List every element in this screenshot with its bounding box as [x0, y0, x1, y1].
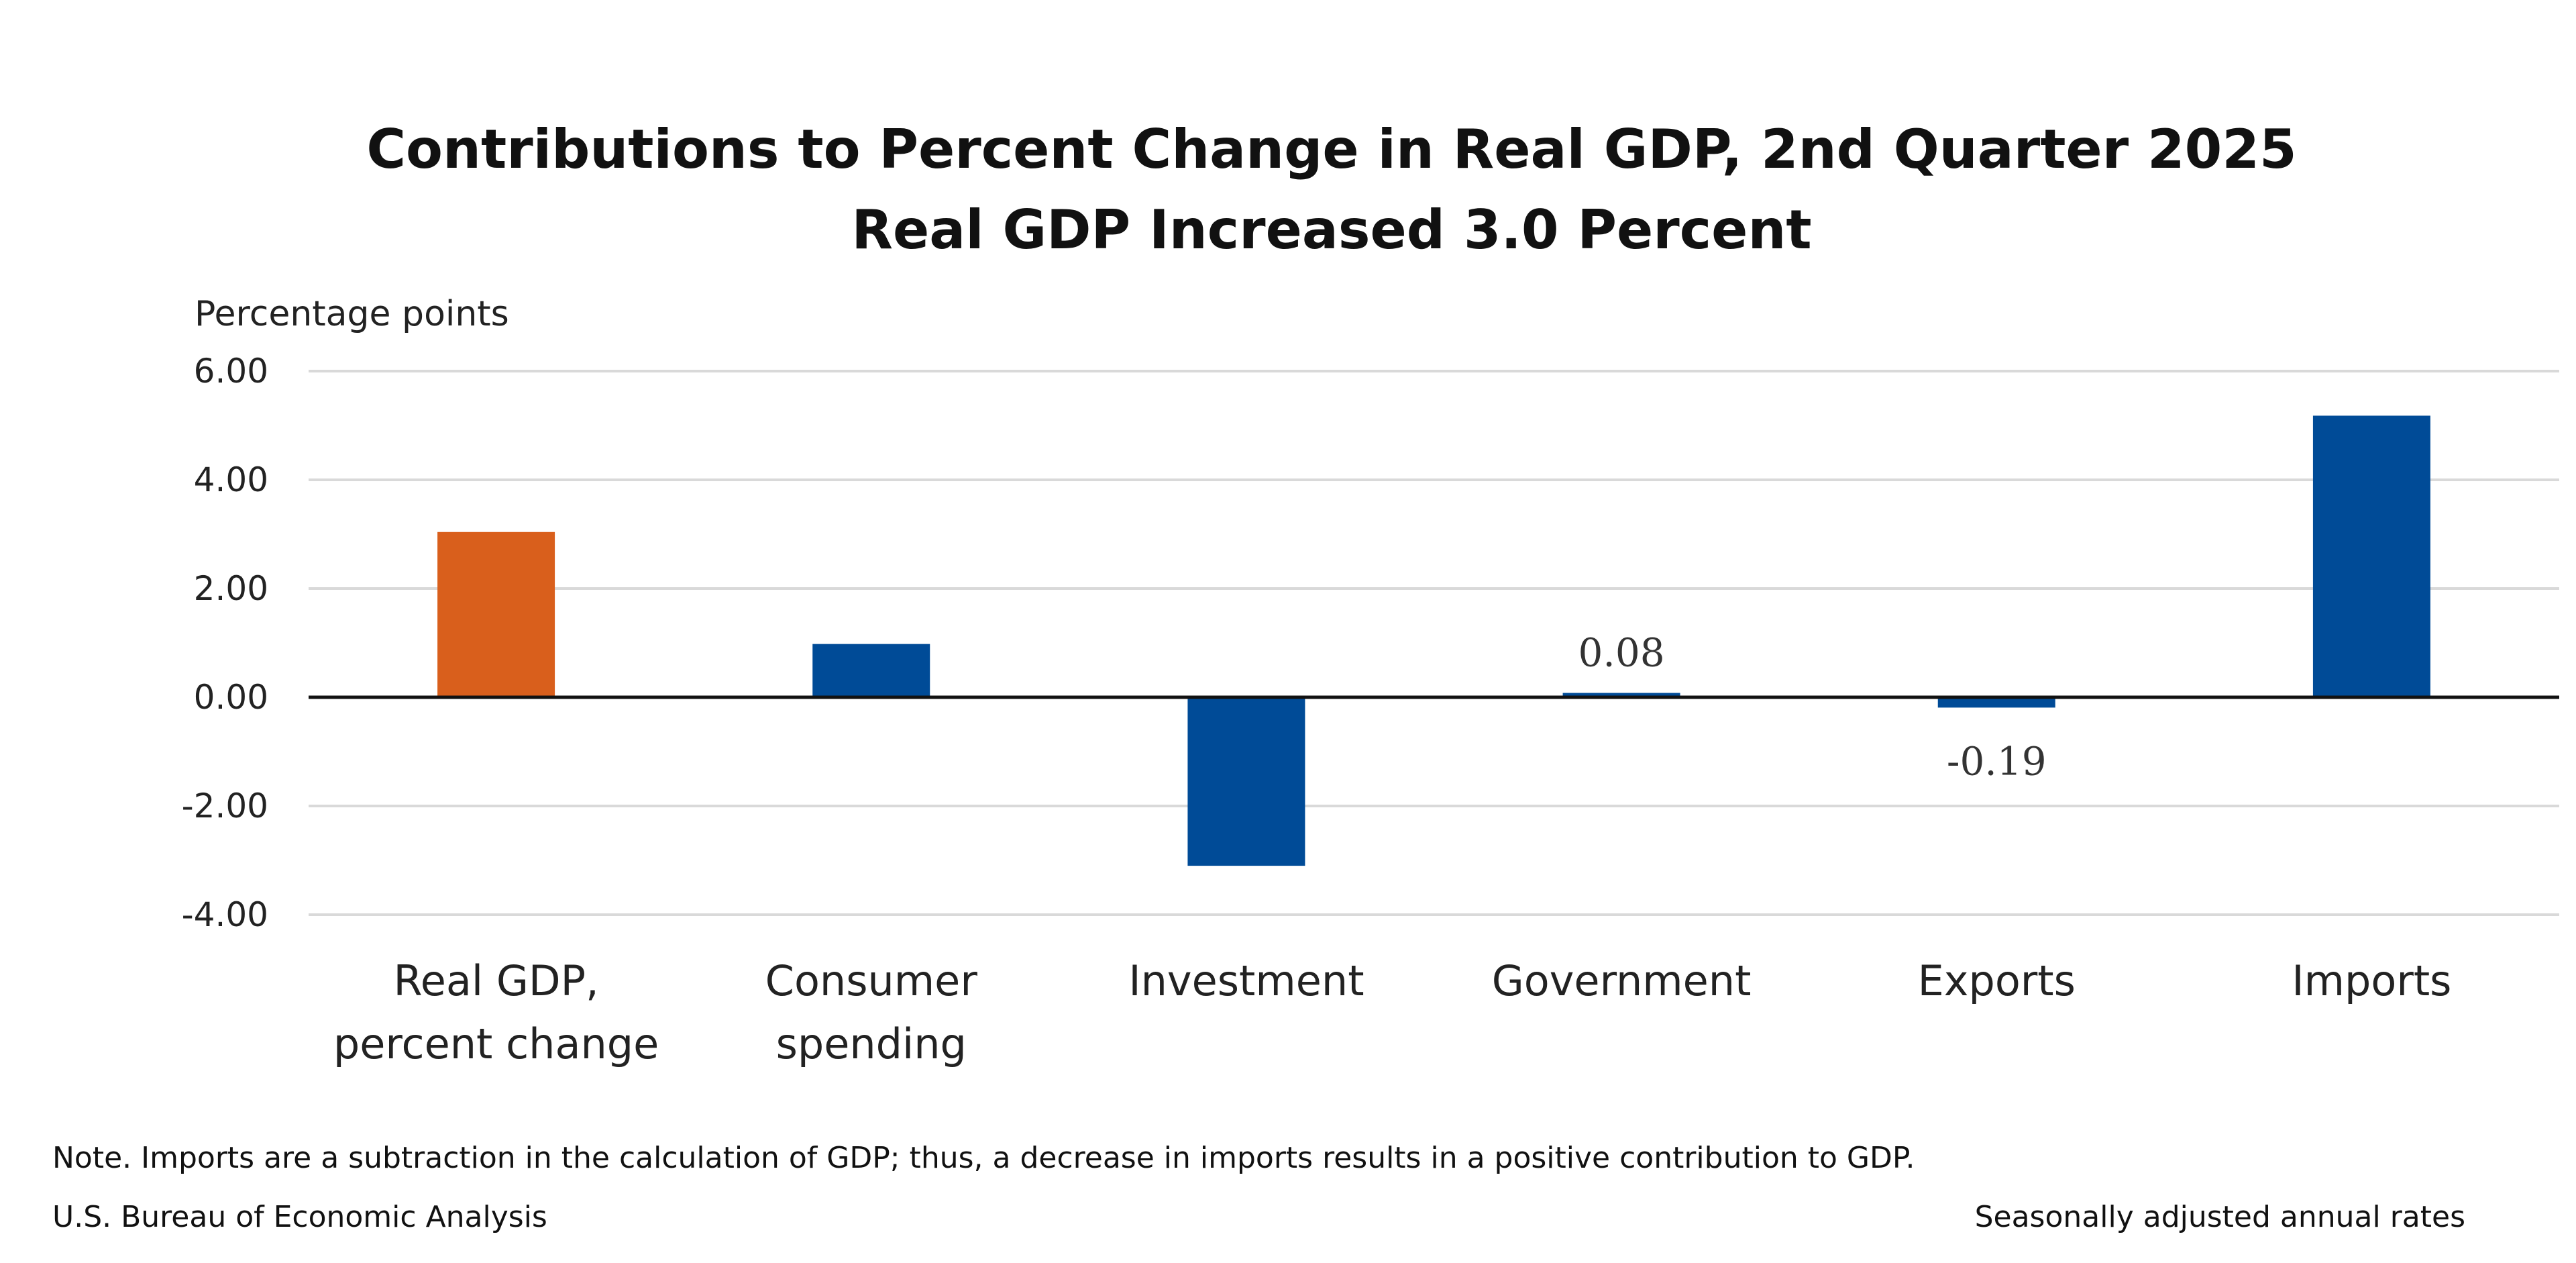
bar: [1562, 693, 1680, 697]
bar: [437, 532, 555, 697]
category-label: Exports: [1918, 956, 2076, 1005]
category-labels: Real GDP, percent change Consumer spending I…: [333, 956, 2452, 1068]
chart-title: Contributions to Percent Change in Real …: [366, 118, 2296, 261]
data-labels: 0.08 -0.19: [1578, 630, 2047, 785]
chart-footer: Note. Imports are a subtraction in the c…: [52, 1141, 2465, 1234]
footer-source: U.S. Bureau of Economic Analysis: [52, 1200, 547, 1234]
footer-rates: Seasonally adjusted annual rates: [1975, 1200, 2465, 1234]
category-label: Consumer: [765, 956, 978, 1005]
category-label: Government: [1492, 956, 1752, 1005]
gridlines: [309, 370, 2559, 916]
y-tick-label: 0.00: [194, 678, 268, 717]
bars: [437, 415, 2430, 866]
bar: [812, 644, 930, 697]
category-label: Real GDP,: [393, 956, 598, 1005]
y-tick-label: 6.00: [194, 352, 268, 391]
chart-subtitle: Real GDP Increased 3.0 Percent: [851, 199, 1811, 261]
category-label: spending: [776, 1019, 967, 1068]
chart-title-line: Contributions to Percent Change in Real …: [366, 118, 2296, 181]
y-axis-unit-label: Percentage points: [195, 294, 509, 334]
y-tick-label: 4.00: [194, 460, 268, 499]
y-tick-label: -2.00: [182, 787, 268, 825]
bar: [1187, 697, 1305, 866]
data-label: 0.08: [1578, 630, 1665, 676]
y-axis-ticks: 6.00 4.00 2.00 0.00 -2.00 -4.00: [182, 352, 268, 934]
footer-note: Note. Imports are a subtraction in the c…: [52, 1141, 1915, 1175]
category-label: Investment: [1128, 956, 1364, 1005]
category-label: Imports: [2292, 956, 2451, 1005]
bar: [2312, 415, 2430, 697]
data-label: -0.19: [1947, 738, 2047, 784]
category-label: percent change: [333, 1019, 659, 1068]
y-tick-label: 2.00: [194, 569, 268, 608]
y-tick-label: -4.00: [182, 895, 268, 934]
bar: [1937, 697, 2055, 708]
